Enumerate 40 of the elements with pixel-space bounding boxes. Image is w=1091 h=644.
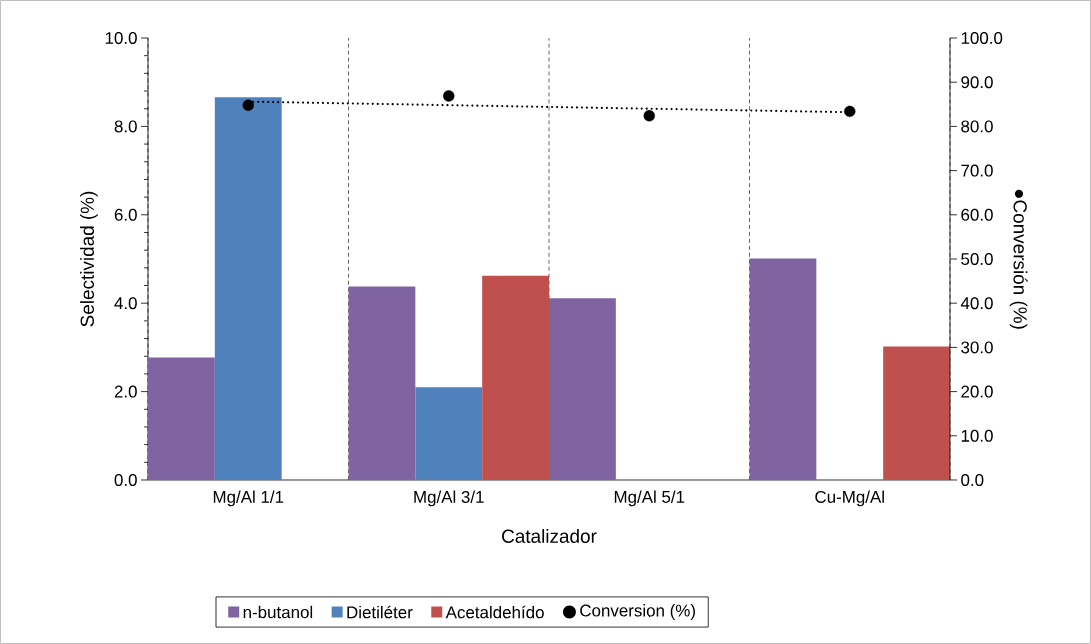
y2-tick-label: 70.0	[961, 164, 993, 177]
y2-tick-label: 20.0	[961, 385, 993, 398]
y2-tick-label: 90.0	[961, 76, 993, 89]
legend-label: Conversion (%)	[580, 604, 695, 620]
bar	[749, 258, 817, 480]
y-tick-label: 10.0	[105, 31, 137, 44]
y-tick-label: 2.0	[114, 385, 137, 398]
bar	[883, 346, 951, 480]
y2-tick-label: 30.0	[961, 341, 993, 354]
y-tick-label: 8.0	[114, 120, 137, 133]
y2-tick-label: 0.0	[961, 474, 984, 486]
x-tick-label: Mg/Al 1/1	[213, 490, 284, 507]
y2-tick-label: 40.0	[960, 297, 993, 310]
legend-label: n-butanol	[243, 605, 313, 619]
bar	[348, 286, 416, 480]
x-tick-label: Cu-Mg/Al	[815, 490, 884, 507]
bar	[415, 387, 483, 480]
bar	[549, 298, 616, 480]
legend-label: Dietiléter	[347, 605, 413, 619]
x-tick-label: Mg/Al 5/1	[614, 490, 685, 507]
y2-tick-label: 80.0	[961, 120, 993, 133]
point	[844, 105, 856, 118]
y2-tick-label: 10.0	[961, 429, 993, 442]
bar	[214, 97, 282, 480]
y2-tick-label: 50.0	[961, 253, 993, 265]
y-tick-label: 0.0	[114, 474, 137, 486]
point	[443, 90, 455, 102]
y-axis-title: Selectividad (%)	[80, 191, 98, 327]
y2-tick-label: 60.0	[961, 208, 993, 221]
y-tick-label: 4.0	[114, 297, 137, 310]
y2-axis-title: ●Conversión (%)	[1009, 189, 1028, 329]
y-tick-label: 6.0	[114, 208, 137, 221]
bar	[482, 275, 549, 480]
point	[242, 99, 254, 111]
legend-label: Acetaldehído	[445, 605, 544, 619]
y2-tick-label: 100.0	[961, 31, 1003, 44]
x-tick-label: Mg/Al 3/1	[414, 490, 484, 507]
x-axis-title: Catalizador	[502, 529, 597, 543]
bar	[148, 357, 215, 480]
point	[643, 110, 655, 122]
